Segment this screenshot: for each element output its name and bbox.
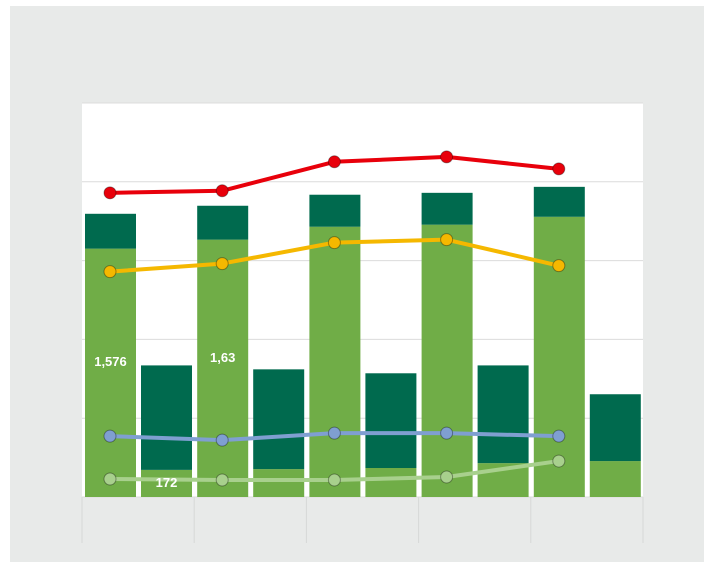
bar-segment xyxy=(85,248,136,497)
bar-segment xyxy=(309,194,361,227)
line-marker xyxy=(552,259,566,273)
line-marker xyxy=(215,184,229,198)
bar-segment xyxy=(589,394,641,462)
bar-segment xyxy=(197,205,249,240)
bar-segment xyxy=(85,213,136,249)
line-marker xyxy=(215,473,229,487)
line-marker xyxy=(327,155,341,169)
line-marker xyxy=(552,454,566,468)
bar-segment xyxy=(533,186,585,217)
line-marker xyxy=(552,162,566,176)
bar-segment xyxy=(477,365,529,464)
line-marker xyxy=(103,186,117,200)
line-marker xyxy=(327,473,341,487)
line-marker xyxy=(103,429,117,443)
line-marker xyxy=(327,426,341,440)
line-marker xyxy=(327,236,341,250)
bar-segment xyxy=(589,461,641,497)
line-marker xyxy=(215,257,229,271)
line-marker xyxy=(440,150,454,164)
line-marker xyxy=(103,472,117,486)
data-label: 1,576 xyxy=(94,354,127,369)
line-marker xyxy=(215,433,229,447)
data-label: 172 xyxy=(156,475,178,490)
bar-segment xyxy=(141,365,192,470)
bar-segment xyxy=(141,469,192,497)
line-marker xyxy=(103,265,117,279)
bar-segment xyxy=(309,226,361,497)
line-marker xyxy=(440,233,454,247)
data-label: 1,63 xyxy=(210,350,235,365)
bar-segment xyxy=(421,192,473,225)
bar-segment xyxy=(365,373,417,469)
bar-segment xyxy=(365,468,417,497)
line-marker xyxy=(552,429,566,443)
bar-segment xyxy=(421,224,473,497)
bar-segment xyxy=(253,469,305,497)
bar-segment xyxy=(197,239,249,497)
bar-segment xyxy=(253,369,305,470)
line-marker xyxy=(440,470,454,484)
line-marker xyxy=(440,426,454,440)
